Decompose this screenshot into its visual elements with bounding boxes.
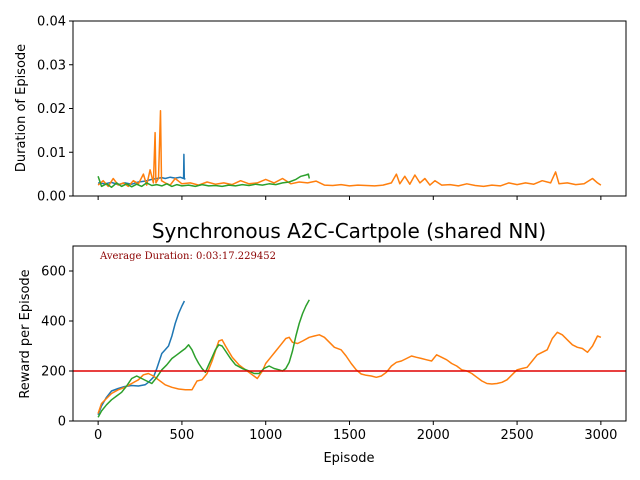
reward-xtick-label: 3000: [584, 428, 617, 443]
reward-plot-frame: [72, 245, 627, 422]
reward-ticks: 0 500 1000 1500 2000 2500 3000 0 200 400 600: [41, 265, 617, 444]
reward-ytick-label: 200: [41, 365, 66, 380]
duration-chart: Duration of Episode 0.00 0.01 0.02 0.03 0.04: [14, 15, 627, 205]
reward-xtick-label: 500: [170, 428, 195, 443]
duration-ytick-label: 0.01: [37, 146, 66, 161]
reward-chart-title: Synchronous A2C-Cartpole (shared NN): [152, 219, 546, 243]
duration-series-3-line: [97, 173, 311, 189]
reward-xtick-label: 2500: [501, 428, 534, 443]
duration-ticks: 0.00 0.01 0.02 0.03 0.04: [37, 15, 602, 205]
reward-ytick-label: 400: [41, 315, 66, 330]
reward-chart: Synchronous A2C-Cartpole (shared NN) Rew…: [18, 219, 627, 466]
reward-xlabel: Episode: [323, 451, 374, 466]
duration-ytick-label: 0.00: [37, 190, 66, 205]
reward-series-2-line: [97, 331, 602, 414]
reward-series-1-line: [97, 300, 186, 416]
reward-xtick-label: 1500: [333, 428, 366, 443]
duration-ytick-label: 0.03: [37, 58, 66, 73]
average-duration-annotation: Average Duration: 0:03:17.229452: [99, 251, 276, 262]
duration-ytick-label: 0.04: [37, 15, 66, 30]
reward-ytick-label: 600: [41, 265, 66, 280]
duration-series-2-line: [97, 109, 602, 188]
reward-xtick-label: 2000: [417, 428, 450, 443]
reward-xtick-label: 1000: [249, 428, 282, 443]
duration-ytick-label: 0.02: [37, 102, 66, 117]
reward-xtick-label: 0: [94, 428, 102, 443]
reward-ylabel: Reward per Episode: [18, 269, 33, 398]
duration-ylabel: Duration of Episode: [14, 44, 29, 172]
duration-series-group: [97, 109, 602, 189]
duration-plot-frame: [72, 20, 627, 197]
reward-ytick-label: 0: [58, 415, 66, 430]
reward-series-group: [73, 299, 626, 418]
